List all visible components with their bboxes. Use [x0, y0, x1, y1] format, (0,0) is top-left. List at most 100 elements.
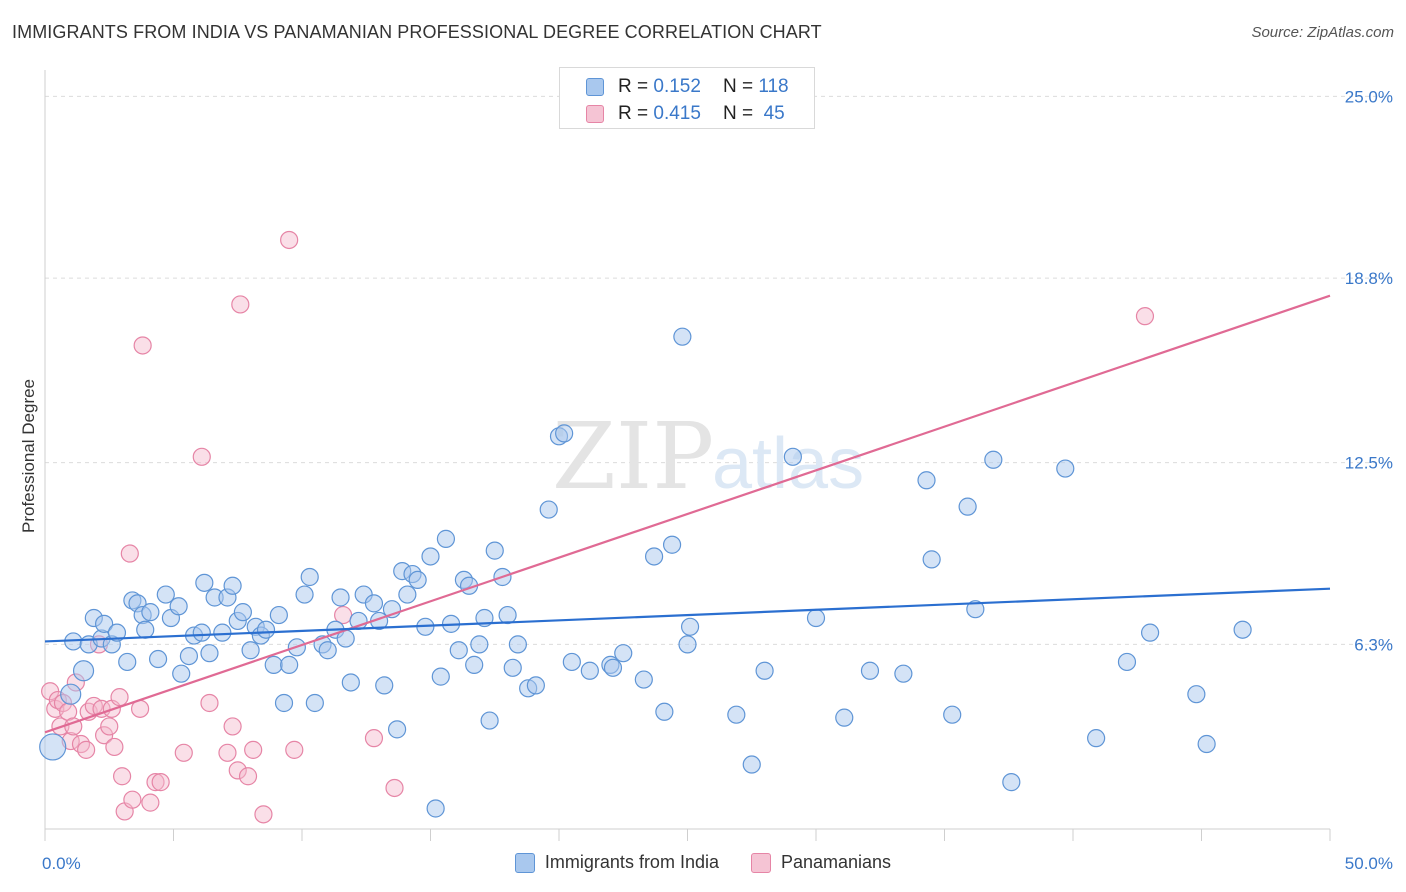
- india-point: [233, 603, 252, 622]
- panamanians-point: [238, 767, 258, 786]
- panamanians-point: [95, 726, 114, 745]
- india-point: [680, 617, 700, 636]
- panamanians-point: [110, 688, 129, 707]
- y-tick-label-1: 12.5%: [1345, 454, 1393, 473]
- india-point: [806, 608, 826, 628]
- series-legend-panamanians: Panamanians: [750, 852, 892, 873]
- india-point: [148, 649, 168, 669]
- india-point: [179, 647, 199, 666]
- india-point: [1087, 729, 1106, 748]
- panamanians-point: [77, 740, 96, 759]
- panamanians-trend-line: [44, 294, 1331, 734]
- y-tick-label-2: 18.8%: [1345, 269, 1393, 288]
- india-point: [39, 733, 67, 761]
- legend-swatch-blue: [586, 78, 604, 96]
- source-credit: Source: ZipAtlas.com: [1251, 24, 1394, 41]
- india-point: [364, 594, 384, 613]
- india-point: [398, 585, 417, 604]
- india-point: [223, 576, 242, 595]
- tick-labels: 6.3% 12.5% 18.8% 25.0% 0.0% 50.0%: [42, 87, 1393, 873]
- panamanians-point: [133, 336, 152, 355]
- india-point: [375, 676, 394, 695]
- panamanians-point: [192, 447, 211, 466]
- india-point: [555, 424, 574, 443]
- india-point: [1233, 620, 1252, 639]
- india-point: [449, 641, 468, 660]
- series-swatch-pink: [750, 852, 771, 873]
- gridlines: [45, 95, 1392, 645]
- india-point: [141, 603, 160, 622]
- panamanians-point: [364, 729, 384, 748]
- panamanians-point: [228, 761, 247, 780]
- india-point: [172, 664, 191, 683]
- legend-swatch-pink: [586, 105, 604, 123]
- panamanians-point: [120, 544, 139, 563]
- india-point: [614, 644, 633, 663]
- legend-r-value: 0.152: [653, 76, 701, 97]
- series-legend: Immigrants from India Panamanians: [0, 852, 1406, 873]
- x-tick-label-0: 0.0%: [42, 854, 81, 873]
- panamanians-point: [385, 778, 404, 798]
- axes: [44, 70, 1331, 841]
- india-point: [480, 711, 499, 730]
- series-label-panamanians: Panamanians: [780, 852, 892, 872]
- india-point: [421, 547, 440, 566]
- panamanians-point: [105, 737, 124, 757]
- panamanians-points: [41, 230, 1155, 824]
- india-point: [755, 661, 774, 680]
- panamanians-point: [151, 773, 170, 792]
- india-point: [742, 755, 761, 774]
- india-point: [1140, 623, 1160, 642]
- india-point: [943, 705, 962, 724]
- india-point: [156, 585, 175, 604]
- india-point: [169, 597, 188, 616]
- india-point: [300, 567, 319, 587]
- india-point: [1056, 459, 1075, 478]
- india-point: [387, 720, 407, 739]
- panamanians-point: [146, 773, 165, 792]
- india-point: [655, 702, 674, 721]
- india-point: [539, 500, 558, 519]
- india-point: [331, 588, 350, 607]
- india-point: [485, 541, 504, 560]
- india-point: [783, 447, 802, 466]
- india-point: [280, 655, 299, 674]
- india-point: [200, 644, 219, 663]
- india-point: [966, 600, 985, 619]
- legend-row-india: R = 0.152 N = 118: [586, 75, 789, 99]
- india-point: [922, 550, 941, 569]
- trend-lines: [44, 294, 1331, 734]
- india-point: [678, 635, 697, 654]
- panamanians-point: [223, 717, 242, 736]
- legend-n-value: 45: [763, 103, 785, 124]
- india-point: [192, 623, 211, 642]
- legend-r-label: R =: [618, 103, 649, 124]
- india-point: [603, 658, 623, 677]
- chart-title: IMMIGRANTS FROM INDIA VS PANAMANIAN PROF…: [12, 22, 822, 42]
- india-point: [60, 683, 82, 705]
- india-point: [673, 327, 692, 346]
- india-point: [95, 614, 114, 633]
- india-point: [426, 799, 445, 818]
- series-label-india: Immigrants from India: [544, 852, 719, 872]
- panamanians-point: [112, 767, 132, 786]
- panamanians-point: [123, 790, 142, 809]
- india-point: [318, 641, 337, 660]
- india-point: [408, 570, 427, 590]
- india-point: [1117, 652, 1137, 672]
- india-point: [727, 705, 746, 724]
- india-trend-line: [44, 587, 1331, 643]
- panamanians-point: [231, 295, 250, 314]
- legend-n-value: 118: [758, 76, 789, 97]
- india-point: [835, 708, 854, 727]
- panamanians-point: [1135, 307, 1155, 326]
- india-point: [917, 471, 936, 490]
- series-legend-india: Immigrants from India: [514, 852, 719, 873]
- india-point: [503, 658, 522, 677]
- india-point: [341, 673, 360, 692]
- legend-r-value: 0.415: [653, 103, 701, 124]
- india-point: [264, 655, 283, 674]
- watermark-zip: ZIP: [552, 403, 714, 510]
- india-point: [662, 535, 682, 554]
